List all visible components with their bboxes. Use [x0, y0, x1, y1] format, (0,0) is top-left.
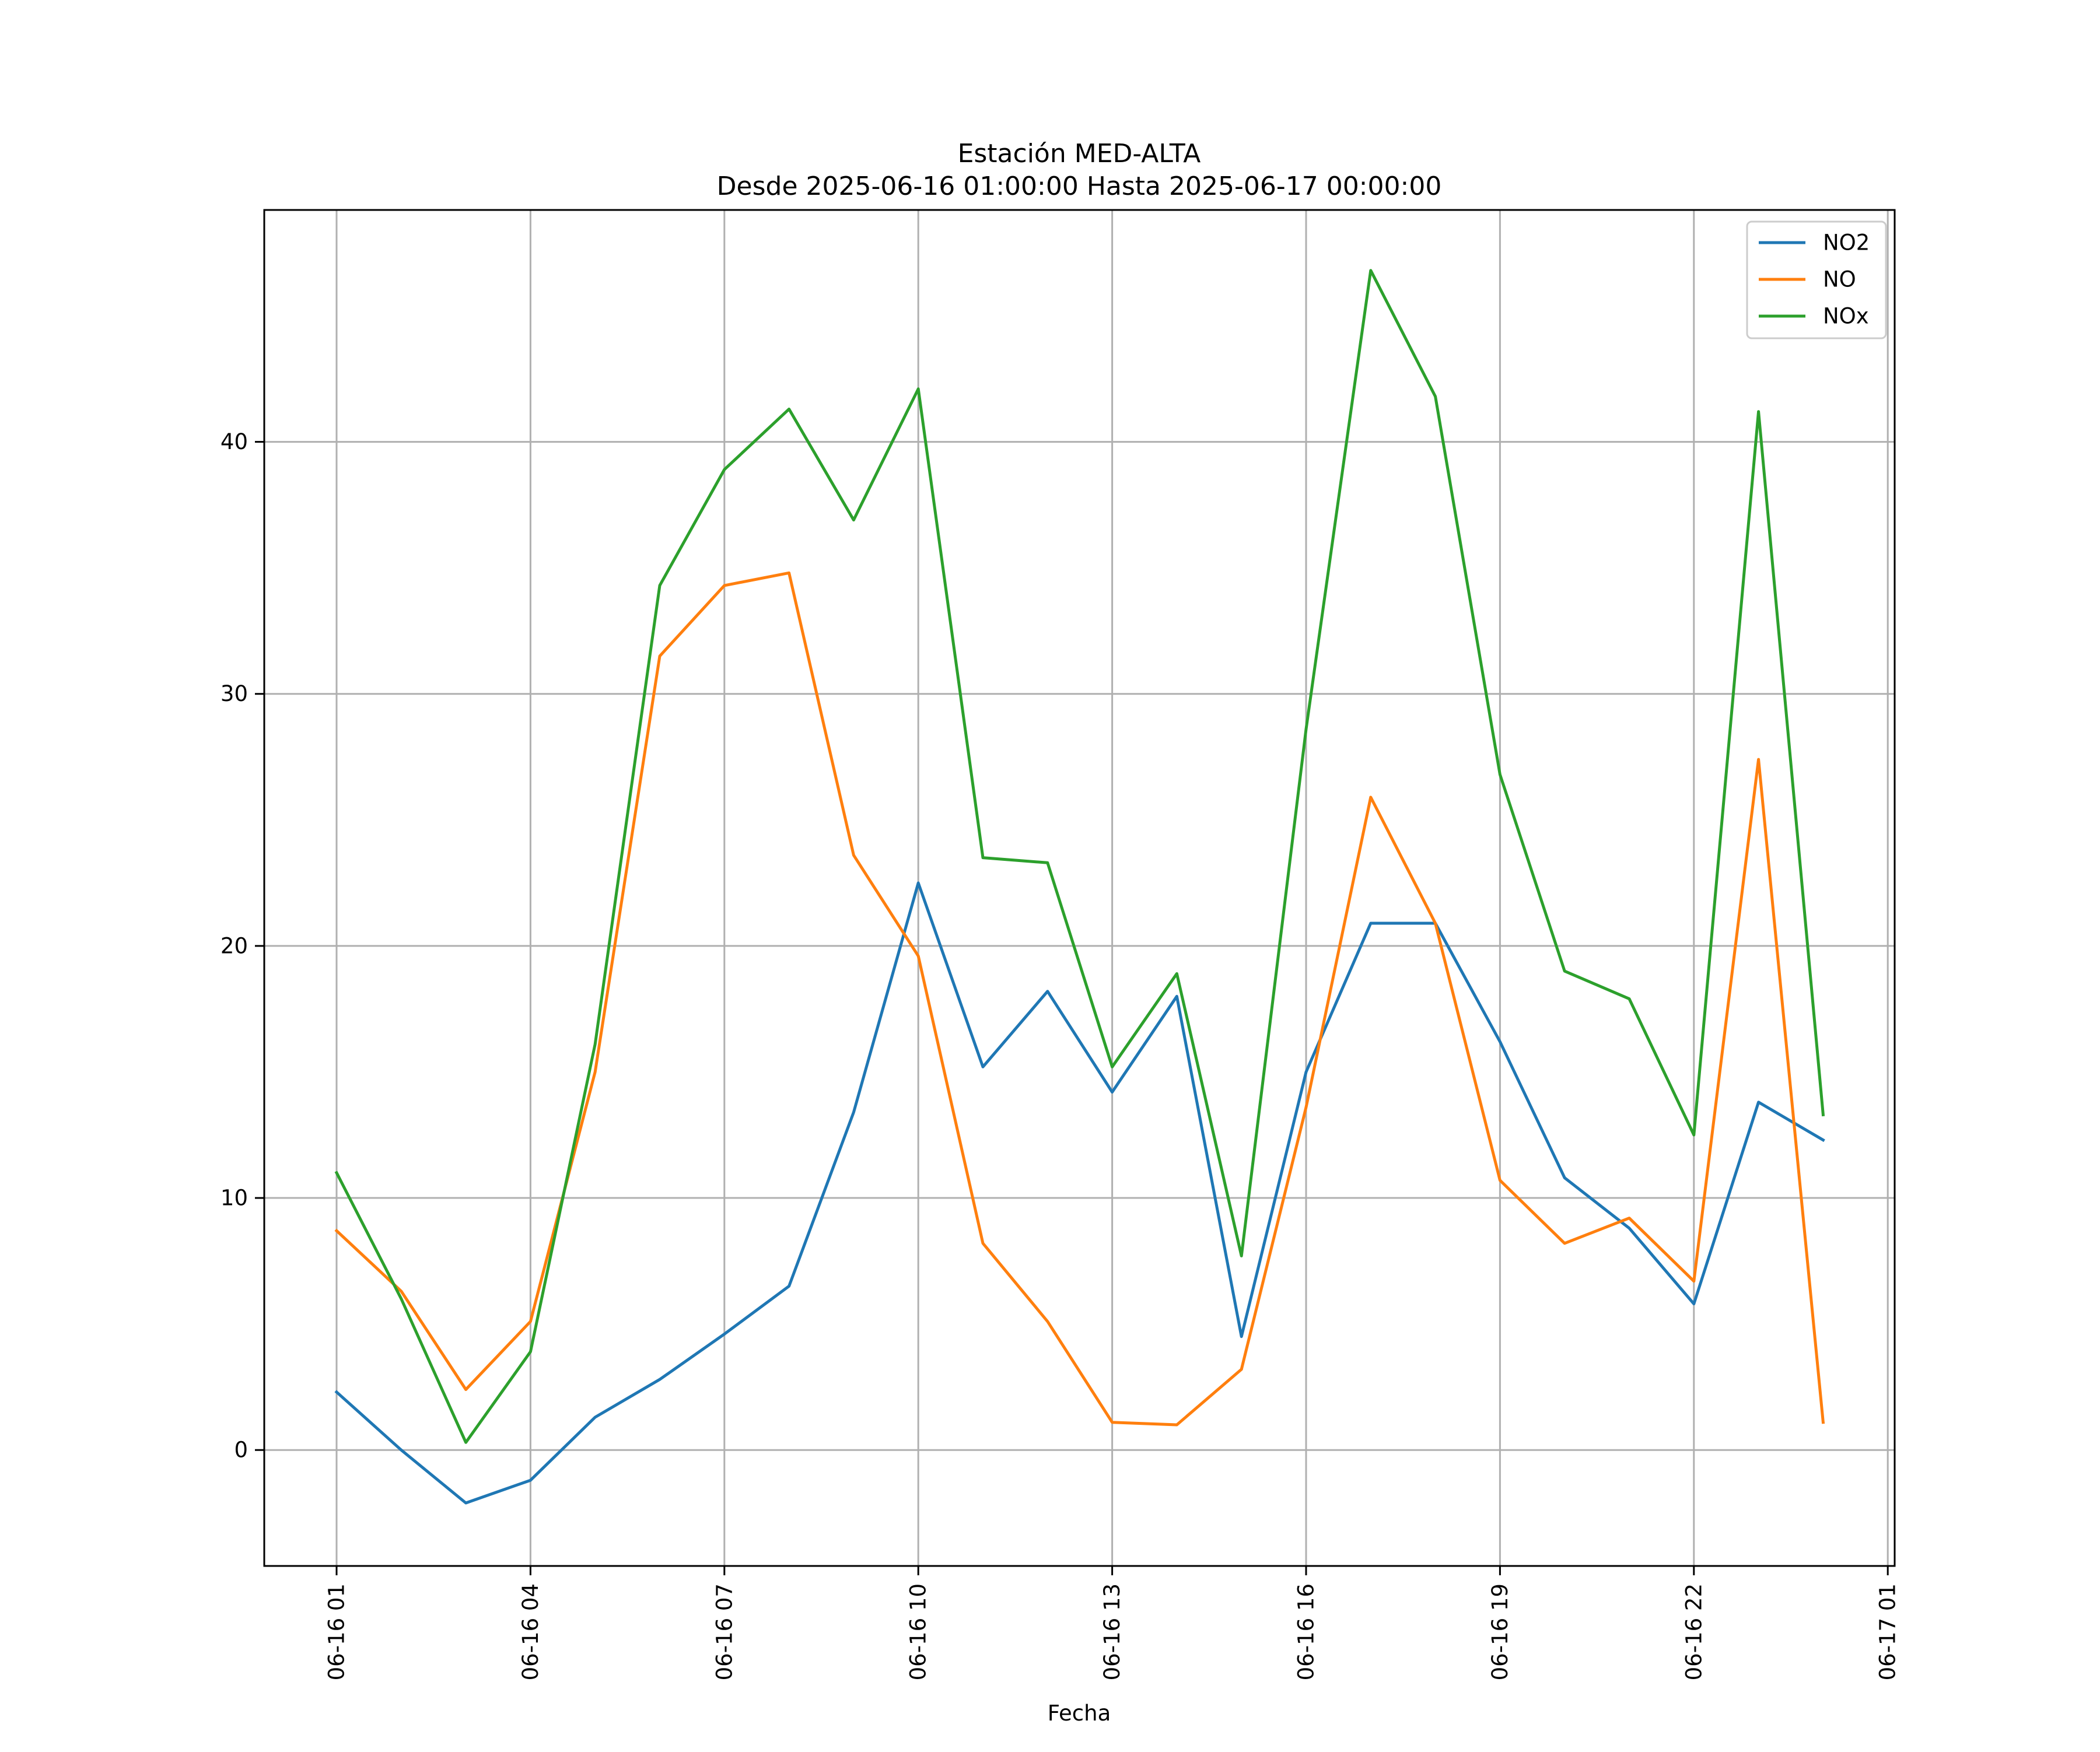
y-axis: 0 10 20 30 40: [220, 429, 264, 1463]
x-tick-label: 06-16 07: [712, 1583, 737, 1680]
legend[interactable]: NO2 NO NOx: [1746, 220, 1887, 339]
x-tick-label: 06-16 01: [324, 1583, 349, 1680]
y-tick-label: 40: [220, 429, 248, 454]
x-axis-label: Fecha: [1048, 1701, 1111, 1726]
chart-subtitle: Desde 2025-06-16 01:00:00 Hasta 2025-06-…: [717, 171, 1442, 201]
x-tick-label: 06-17 01: [1875, 1583, 1901, 1680]
y-tick-label: 0: [234, 1438, 248, 1463]
plot-frame: [263, 209, 1896, 1567]
x-tick-label: 06-16 04: [518, 1583, 543, 1680]
series-line-nox: [334, 269, 1825, 1444]
y-tick-label: 30: [220, 681, 248, 706]
legend-label-no: NO: [1823, 267, 1856, 292]
series-line-no: [334, 571, 1825, 1427]
y-tick-label: 10: [220, 1186, 248, 1211]
x-tick-label: 06-16 19: [1488, 1583, 1513, 1680]
grid: [264, 210, 1895, 1566]
series-group: [334, 269, 1825, 1505]
series-line-no2: [334, 881, 1825, 1505]
x-tick-label: 06-16 16: [1294, 1583, 1319, 1680]
y-tick-label: 20: [220, 933, 248, 958]
legend-label-nox: NOx: [1823, 304, 1869, 329]
legend-label-no2: NO2: [1823, 230, 1870, 255]
x-axis: 06-16 01 06-16 04 06-16 07 06-16 10 06-16 13…: [324, 1566, 1901, 1680]
legend-box: [1746, 220, 1887, 339]
chart-title: Estación MED-ALTA: [958, 139, 1201, 169]
x-tick-label: 06-16 10: [906, 1583, 931, 1680]
x-tick-label: 06-16 22: [1681, 1583, 1706, 1680]
x-tick-label: 06-16 13: [1100, 1583, 1125, 1680]
